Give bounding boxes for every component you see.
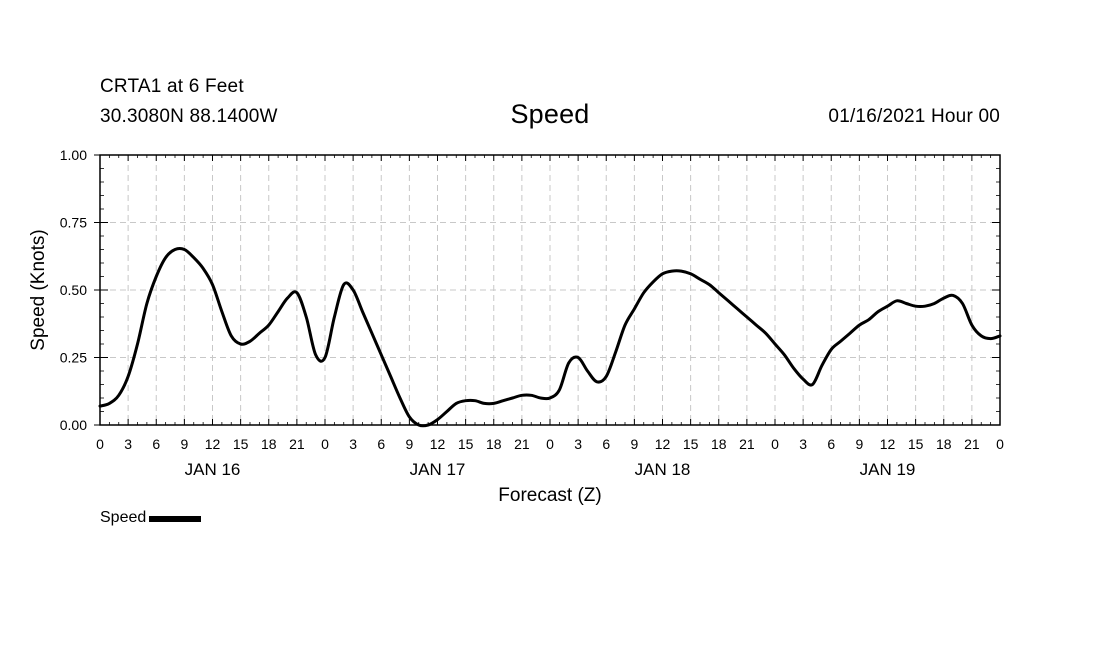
x-tick-label: 6 [827,436,835,452]
station-label: CRTA1 at 6 Feet [100,76,244,97]
x-tick-label: 0 [996,436,1004,452]
y-tick-label: 0.25 [60,350,87,366]
x-tick-label: 12 [205,436,221,452]
x-tick-label: 15 [683,436,699,452]
tick-group [94,154,1001,426]
y-tick-label: 0.50 [60,282,87,298]
legend: Speed [100,509,202,527]
y-tick-label: 1.00 [60,147,87,163]
chart-grid [100,155,1000,425]
coordinates-label: 30.3080N 88.1400W [100,106,278,127]
day-label: JAN 16 [185,460,241,479]
x-tick-label: 18 [261,436,277,452]
legend-swatch [149,516,202,522]
day-label: JAN 17 [410,460,466,479]
x-tick-label: 9 [180,436,188,452]
day-label: JAN 19 [860,460,916,479]
y-tick-label: 0.75 [60,215,87,231]
x-tick-label: 12 [880,436,896,452]
x-tick-label: 9 [855,436,863,452]
x-tick-label: 15 [908,436,924,452]
x-tick-label: 18 [936,436,952,452]
y-axis-title: Speed (Knots) [28,229,49,350]
series-group [98,246,1002,428]
x-tick-label: 9 [405,436,413,452]
x-tick-label: 12 [430,436,446,452]
x-tick-label: 3 [574,436,582,452]
x-tick-label: 6 [602,436,610,452]
x-tick-label: 21 [964,436,980,452]
x-tick-label: 12 [655,436,671,452]
x-tick-label: 9 [630,436,638,452]
x-tick-label: 0 [771,436,779,452]
label-group: 0 3 6 9 12 15 18 21 0 3 6 9 12 15 18 21 0 3 6 9 12 15 18 21 0 3 6 9… [28,147,1004,506]
y-tick-label: 0.00 [60,417,87,433]
x-tick-label: 0 [546,436,554,452]
x-tick-label: 0 [96,436,104,452]
x-tick-label: 6 [377,436,385,452]
x-tick-label: 21 [514,436,530,452]
x-tick-label: 15 [233,436,249,452]
x-tick-label: 18 [711,436,727,452]
legend-label: Speed [100,509,147,526]
x-tick-label: 3 [124,436,132,452]
series-line-speed [98,246,1002,428]
forecast-date-label: 01/16/2021 Hour 00 [828,106,1000,127]
x-tick-label: 0 [321,436,329,452]
day-label: JAN 18 [635,460,691,479]
x-tick-label: 3 [799,436,807,452]
x-tick-label: 18 [486,436,502,452]
x-tick-label: 21 [739,436,755,452]
x-tick-label: 3 [349,436,357,452]
x-tick-label: 21 [289,436,305,452]
chart-title: Speed [510,99,590,129]
x-tick-label: 6 [152,436,160,452]
x-tick-label: 15 [458,436,474,452]
x-axis-title: Forecast (Z) [498,485,601,506]
